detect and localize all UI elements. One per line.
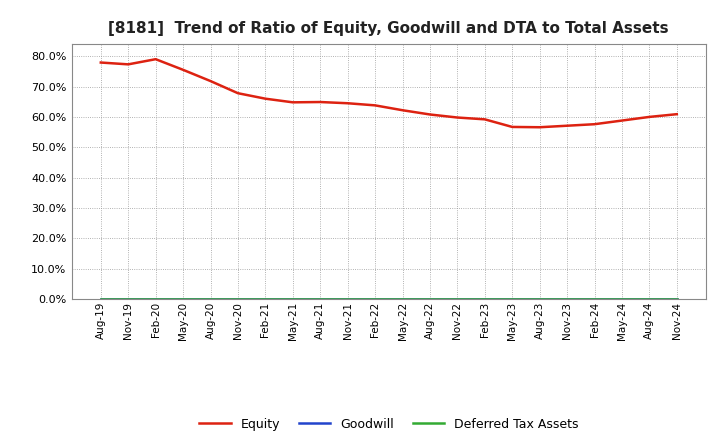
- Equity: [645, 114, 654, 120]
- Goodwill: [536, 297, 544, 302]
- Goodwill: [398, 297, 407, 302]
- Goodwill: [645, 297, 654, 302]
- Goodwill: [618, 297, 626, 302]
- Deferred Tax Assets: [151, 297, 160, 302]
- Goodwill: [151, 297, 160, 302]
- Deferred Tax Assets: [261, 297, 270, 302]
- Deferred Tax Assets: [371, 297, 379, 302]
- Deferred Tax Assets: [672, 297, 681, 302]
- Deferred Tax Assets: [590, 297, 599, 302]
- Legend: Equity, Goodwill, Deferred Tax Assets: Equity, Goodwill, Deferred Tax Assets: [194, 413, 583, 436]
- Equity: [398, 108, 407, 113]
- Deferred Tax Assets: [316, 297, 325, 302]
- Equity: [96, 60, 105, 65]
- Goodwill: [316, 297, 325, 302]
- Equity: [233, 91, 242, 96]
- Deferred Tax Assets: [206, 297, 215, 302]
- Goodwill: [261, 297, 270, 302]
- Goodwill: [371, 297, 379, 302]
- Equity: [426, 112, 434, 117]
- Equity: [536, 125, 544, 130]
- Goodwill: [343, 297, 352, 302]
- Deferred Tax Assets: [426, 297, 434, 302]
- Deferred Tax Assets: [398, 297, 407, 302]
- Deferred Tax Assets: [453, 297, 462, 302]
- Goodwill: [508, 297, 516, 302]
- Equity: [618, 118, 626, 123]
- Equity: [590, 121, 599, 127]
- Equity: [316, 99, 325, 105]
- Goodwill: [124, 297, 132, 302]
- Deferred Tax Assets: [618, 297, 626, 302]
- Equity: [206, 78, 215, 84]
- Deferred Tax Assets: [536, 297, 544, 302]
- Deferred Tax Assets: [343, 297, 352, 302]
- Goodwill: [426, 297, 434, 302]
- Deferred Tax Assets: [124, 297, 132, 302]
- Equity: [179, 67, 187, 73]
- Deferred Tax Assets: [563, 297, 572, 302]
- Line: Equity: Equity: [101, 59, 677, 127]
- Goodwill: [563, 297, 572, 302]
- Equity: [453, 115, 462, 120]
- Deferred Tax Assets: [480, 297, 489, 302]
- Equity: [124, 62, 132, 67]
- Equity: [672, 111, 681, 117]
- Equity: [343, 101, 352, 106]
- Deferred Tax Assets: [233, 297, 242, 302]
- Deferred Tax Assets: [289, 297, 297, 302]
- Deferred Tax Assets: [645, 297, 654, 302]
- Goodwill: [289, 297, 297, 302]
- Deferred Tax Assets: [508, 297, 516, 302]
- Equity: [261, 96, 270, 101]
- Goodwill: [590, 297, 599, 302]
- Equity: [563, 123, 572, 128]
- Equity: [480, 117, 489, 122]
- Goodwill: [179, 297, 187, 302]
- Title: [8181]  Trend of Ratio of Equity, Goodwill and DTA to Total Assets: [8181] Trend of Ratio of Equity, Goodwil…: [109, 21, 669, 36]
- Deferred Tax Assets: [179, 297, 187, 302]
- Deferred Tax Assets: [96, 297, 105, 302]
- Goodwill: [453, 297, 462, 302]
- Goodwill: [206, 297, 215, 302]
- Goodwill: [480, 297, 489, 302]
- Goodwill: [96, 297, 105, 302]
- Equity: [151, 57, 160, 62]
- Equity: [371, 103, 379, 108]
- Equity: [508, 124, 516, 129]
- Goodwill: [672, 297, 681, 302]
- Goodwill: [233, 297, 242, 302]
- Equity: [289, 100, 297, 105]
